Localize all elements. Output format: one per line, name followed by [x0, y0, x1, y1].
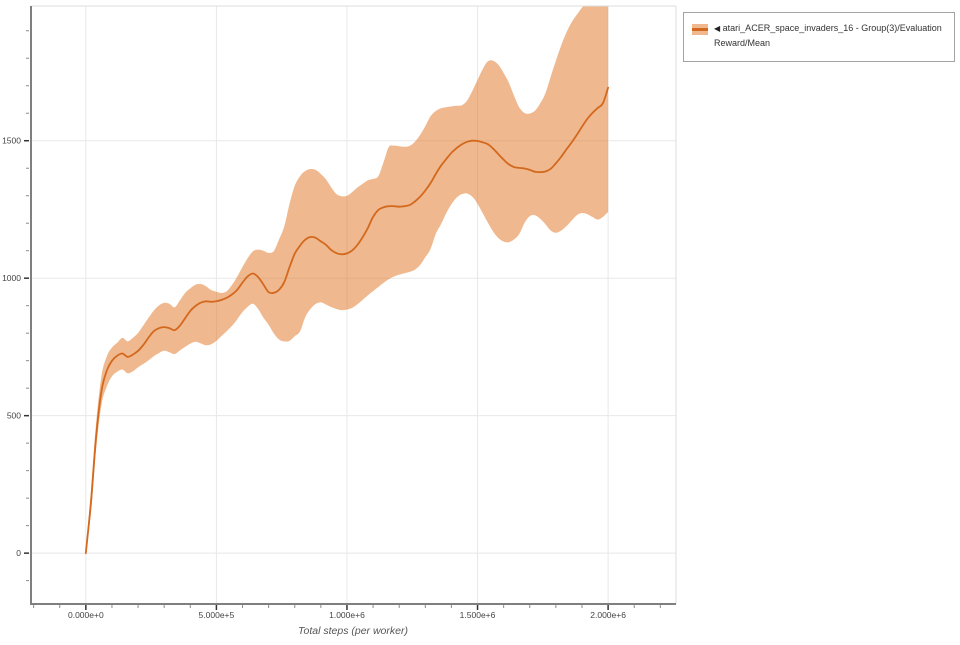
- y-tick-label: 1500: [2, 136, 21, 146]
- series-line-icon: [692, 28, 708, 31]
- x-tick-label: 1.500e+6: [460, 610, 496, 620]
- x-tick-label: 0.000e+0: [68, 610, 104, 620]
- plot-area[interactable]: [31, 6, 676, 604]
- collapse-triangle-icon: ◀: [714, 24, 721, 33]
- series-swatch-icon: [692, 24, 708, 35]
- series-label: atari_ACER_space_invaders_16 - Group(3)/…: [714, 23, 942, 48]
- tick-labels-layer: 0.000e+0 5.000e+5 1.000e+6 1.500e+6 2.000e+6…: [2, 6, 676, 620]
- ticks-layer: [24, 30, 661, 610]
- legend-entry-text: ◀ atari_ACER_space_invaders_16 - Group(3…: [714, 21, 945, 50]
- series-layer: [84, 6, 609, 554]
- mean-line: [84, 86, 609, 554]
- axes-layer: [30, 5, 677, 605]
- confidence-band: [85, 6, 609, 554]
- x-tick-label: 1.000e+6: [329, 610, 365, 620]
- y-tick-label: 0: [16, 548, 21, 558]
- x-tick-label: 5.000e+5: [199, 610, 235, 620]
- y-tick-label: 500: [7, 411, 21, 421]
- x-axis-title: Total steps (per worker): [298, 625, 408, 637]
- legend-item[interactable]: ◀ atari_ACER_space_invaders_16 - Group(3…: [684, 13, 954, 56]
- legend: ◀ atari_ACER_space_invaders_16 - Group(3…: [683, 12, 955, 62]
- y-tick-label: 1000: [2, 273, 21, 283]
- x-tick-label: 2.000e+6: [590, 610, 626, 620]
